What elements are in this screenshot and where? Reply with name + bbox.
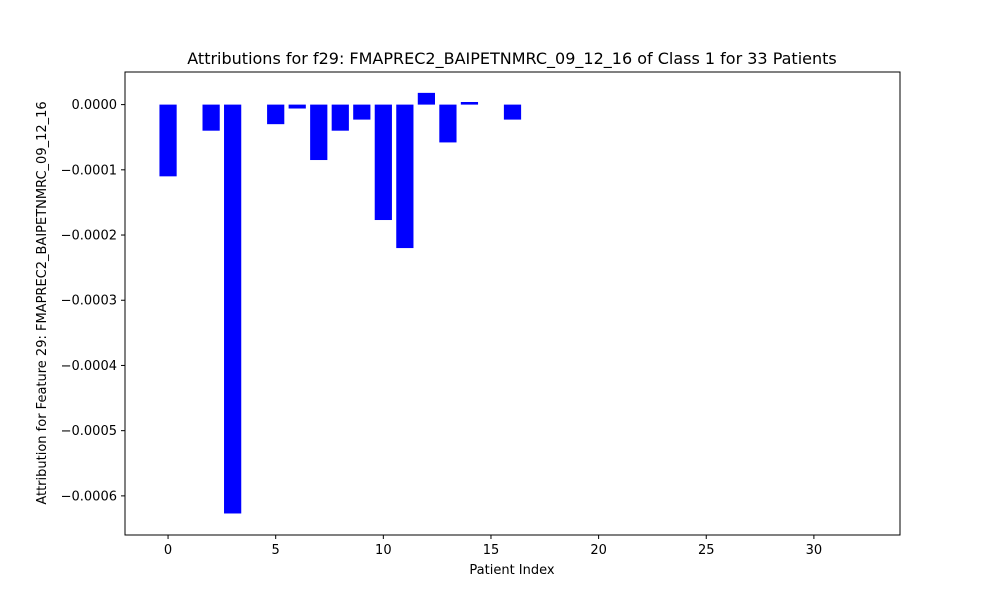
bar-patient-2 — [202, 104, 220, 131]
bar-patient-11 — [396, 104, 414, 249]
bar-patient-9 — [353, 104, 371, 120]
y-tick-label: −0.0002 — [61, 229, 117, 244]
y-tick-label: −0.0001 — [61, 163, 117, 178]
x-tick-label: 10 — [375, 543, 392, 558]
y-tick-label: −0.0006 — [61, 489, 117, 504]
x-tick-label: 30 — [806, 543, 823, 558]
y-tick-label: 0.0000 — [72, 98, 118, 113]
bar-patient-5 — [267, 104, 285, 125]
x-axis-label: Patient Index — [469, 563, 554, 578]
y-tick-label: −0.0004 — [61, 359, 117, 374]
y-ticks-group: 0.0000 −0.0001 −0.0002 −0.0003 −0.0004 −0.000… — [61, 98, 125, 504]
bar-patient-6 — [288, 104, 306, 109]
x-ticks-group: 0 5 10 15 20 25 30 — [164, 535, 822, 558]
bar-patient-10 — [374, 104, 392, 221]
y-axis-label: Attribution for Feature 29: FMAPREC2_BAI… — [35, 101, 50, 504]
chart-title: Attributions for f29: FMAPREC2_BAIPETNMR… — [187, 49, 836, 69]
bar-patient-12 — [417, 92, 435, 105]
bars-group — [159, 92, 522, 514]
bar-patient-7 — [310, 104, 328, 161]
y-tick-label: −0.0005 — [61, 424, 117, 439]
x-tick-label: 5 — [272, 543, 280, 558]
x-tick-label: 25 — [698, 543, 715, 558]
y-tick-label: −0.0003 — [61, 294, 117, 309]
x-tick-label: 15 — [483, 543, 500, 558]
x-tick-label: 20 — [590, 543, 607, 558]
bar-patient-0 — [159, 104, 177, 177]
bar-patient-13 — [439, 104, 457, 143]
x-tick-label: 0 — [164, 543, 172, 558]
bar-patient-16 — [503, 104, 522, 120]
bar-patient-14 — [460, 101, 479, 105]
bar-patient-8 — [331, 104, 349, 131]
plot-frame — [124, 71, 901, 536]
bar-patient-3 — [224, 104, 242, 514]
